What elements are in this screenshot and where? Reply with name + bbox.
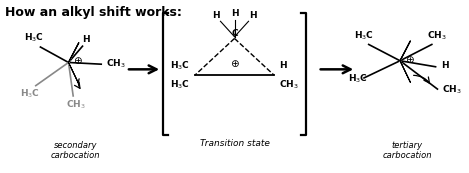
Polygon shape (400, 61, 410, 82)
Text: ⊕: ⊕ (230, 59, 239, 69)
Text: H$_3$C: H$_3$C (348, 72, 368, 85)
Text: H$_3$C: H$_3$C (170, 79, 190, 91)
Text: H: H (441, 61, 449, 70)
Polygon shape (68, 43, 79, 62)
Text: CH$_3$: CH$_3$ (106, 58, 126, 70)
Text: H: H (82, 35, 90, 44)
Polygon shape (68, 62, 79, 84)
Text: H: H (231, 9, 238, 18)
Text: ⊕: ⊕ (405, 55, 414, 65)
Text: How an alkyl shift works:: How an alkyl shift works: (5, 6, 182, 19)
Text: secondary
carbocation: secondary carbocation (51, 140, 100, 160)
Text: ⊕: ⊕ (73, 56, 81, 66)
Text: tertiary
carbocation: tertiary carbocation (383, 140, 432, 160)
Text: H: H (212, 11, 219, 20)
Text: H$_3$C: H$_3$C (170, 60, 190, 72)
Text: H: H (250, 11, 257, 20)
Text: CH$_3$: CH$_3$ (427, 29, 446, 42)
Text: CH$_3$: CH$_3$ (442, 84, 462, 96)
Polygon shape (400, 41, 410, 61)
Text: CH$_3$: CH$_3$ (66, 98, 85, 111)
Text: H$_3$C: H$_3$C (354, 29, 374, 42)
Text: H$_3$C: H$_3$C (20, 88, 40, 100)
Text: H$_3$C: H$_3$C (24, 32, 45, 44)
Text: CH$_3$: CH$_3$ (279, 79, 299, 91)
Text: C: C (231, 29, 238, 38)
Text: H: H (279, 61, 287, 70)
Text: Transition state: Transition state (200, 139, 269, 148)
